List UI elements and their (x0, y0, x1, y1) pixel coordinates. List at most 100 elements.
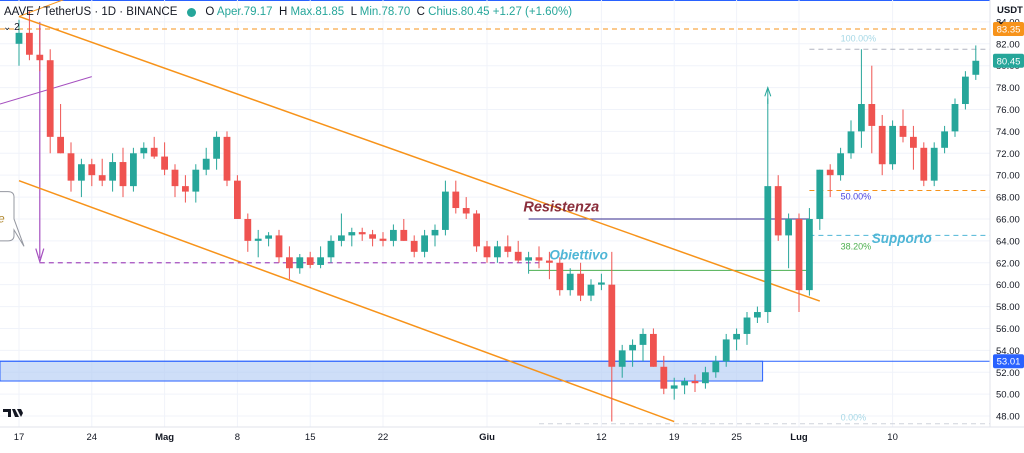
candle-body[interactable] (504, 246, 512, 252)
candle-body[interactable] (546, 260, 553, 263)
candle-body[interactable] (681, 381, 688, 386)
candle-body[interactable] (858, 104, 865, 132)
candle-body[interactable] (431, 229, 439, 236)
candle-body[interactable] (327, 240, 335, 258)
candle-body[interactable] (26, 32, 33, 55)
candle-body[interactable] (764, 186, 772, 313)
candle-body[interactable] (182, 186, 189, 192)
candle-body[interactable] (202, 158, 210, 170)
candle-body[interactable] (650, 333, 657, 367)
candle-body[interactable] (941, 131, 948, 148)
candle-body[interactable] (566, 273, 574, 291)
candle-body[interactable] (556, 262, 564, 291)
candle-body[interactable] (379, 238, 387, 241)
candle-body[interactable] (774, 186, 782, 236)
candle-body[interactable] (535, 257, 543, 261)
indicator-count[interactable]: ⌄ 2 (3, 22, 20, 33)
candle-body[interactable] (483, 246, 491, 258)
candle-body[interactable] (670, 385, 678, 389)
candle-body[interactable] (244, 218, 252, 241)
candle-body[interactable] (410, 240, 418, 252)
candle-body[interactable] (712, 361, 720, 373)
channel-tail-line[interactable] (18, 0, 92, 17)
candle-body[interactable] (223, 136, 231, 181)
candle-body[interactable] (109, 162, 116, 181)
candle-body[interactable] (46, 60, 54, 137)
candle-body[interactable] (442, 191, 449, 230)
candle-body[interactable] (754, 312, 761, 318)
candle-body[interactable] (254, 238, 262, 241)
candle-body[interactable] (234, 180, 241, 219)
candle-body[interactable] (785, 218, 792, 236)
candle-body[interactable] (587, 284, 595, 296)
candle-body[interactable] (826, 169, 834, 176)
candle-body[interactable] (296, 257, 304, 269)
candle-body[interactable] (369, 234, 376, 239)
candle-body[interactable] (899, 125, 907, 137)
candle-body[interactable] (972, 60, 980, 75)
candle-body[interactable] (733, 333, 740, 340)
candle-body[interactable] (36, 54, 44, 61)
candle-body[interactable] (171, 169, 179, 187)
candle-body[interactable] (837, 153, 844, 176)
candle-body[interactable] (743, 317, 751, 334)
candle-body[interactable] (98, 175, 106, 181)
candle-body[interactable] (951, 104, 959, 132)
candle-body[interactable] (88, 164, 96, 176)
candle-body[interactable] (57, 136, 64, 154)
candle-body[interactable] (962, 76, 969, 105)
candle-body[interactable] (119, 162, 127, 187)
candle-body[interactable] (265, 235, 272, 239)
candle-body[interactable] (452, 191, 460, 209)
candle-body[interactable] (161, 156, 168, 170)
candle-body[interactable] (338, 235, 345, 241)
candle-body[interactable] (702, 372, 709, 384)
channel-lower-line[interactable] (18, 179, 675, 423)
candle-body[interactable] (150, 147, 158, 157)
candle-body[interactable] (400, 229, 408, 241)
price-tag-last[interactable] (993, 53, 1024, 68)
candle-body[interactable] (598, 282, 605, 285)
candle-body[interactable] (910, 136, 917, 148)
support-zone-box[interactable] (0, 360, 764, 382)
candle-body[interactable] (795, 218, 803, 291)
candle-body[interactable] (691, 381, 699, 384)
candle-body[interactable] (140, 147, 148, 154)
channel-upper-line[interactable] (18, 15, 821, 302)
symbol-title[interactable]: AAVE / TetherUS · 1D · BINANCE (4, 6, 178, 18)
candle-body[interactable] (213, 136, 220, 159)
candle-body[interactable] (67, 153, 75, 181)
candle-body[interactable] (78, 164, 85, 181)
candle-body[interactable] (660, 366, 668, 389)
candle-body[interactable] (421, 235, 428, 252)
candle-body[interactable] (306, 257, 314, 265)
candle-body[interactable] (390, 229, 397, 241)
candle-body[interactable] (806, 218, 813, 291)
candle-body[interactable] (286, 257, 293, 269)
candle-body[interactable] (878, 125, 886, 165)
candle-body[interactable] (722, 339, 730, 362)
candle-body[interactable] (494, 246, 501, 258)
candle-body[interactable] (608, 284, 616, 367)
trend-line[interactable] (0, 76, 92, 105)
candle-body[interactable] (639, 333, 647, 345)
candle-body[interactable] (275, 235, 283, 258)
candle-body[interactable] (629, 344, 636, 351)
currency-label[interactable]: USDT ⌄ (997, 5, 1024, 27)
candle-body[interactable] (525, 257, 532, 261)
price-tag-marker[interactable] (993, 22, 1024, 37)
candle-body[interactable] (577, 273, 584, 296)
candle-body[interactable] (816, 169, 824, 219)
candle-body[interactable] (192, 169, 200, 192)
candle-body[interactable] (473, 213, 480, 247)
price-tag-support[interactable] (993, 354, 1024, 369)
candle-body[interactable] (317, 257, 324, 265)
callout-bubble[interactable] (0, 191, 25, 247)
candle-body[interactable] (15, 32, 23, 44)
candle-body[interactable] (130, 153, 137, 187)
candle-body[interactable] (358, 232, 366, 235)
candle-body[interactable] (847, 131, 855, 154)
candle-body[interactable] (920, 147, 928, 181)
